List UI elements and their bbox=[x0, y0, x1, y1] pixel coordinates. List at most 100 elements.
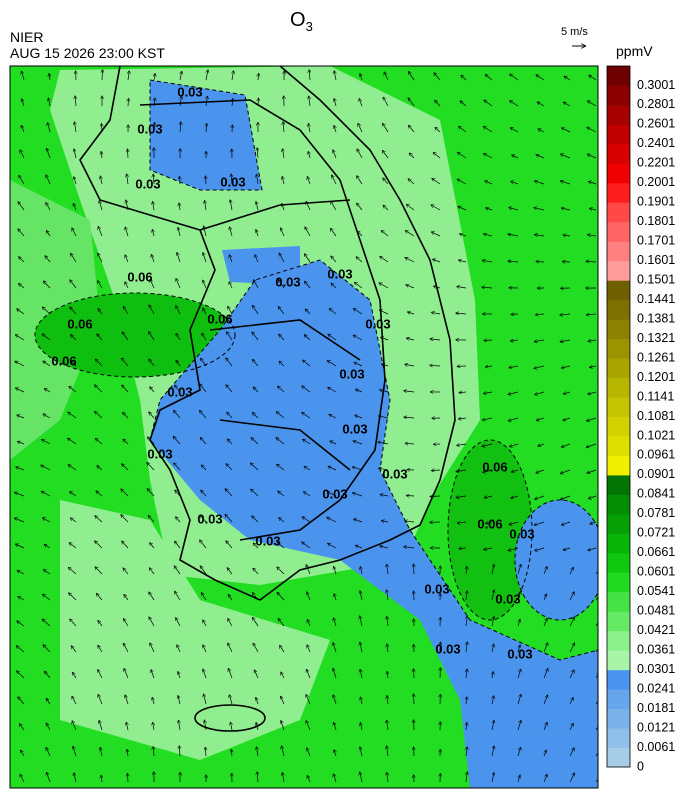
wind-arrow bbox=[178, 228, 180, 237]
wind-arrow bbox=[206, 124, 207, 133]
wind-arrow bbox=[461, 75, 467, 81]
wind-arrow bbox=[69, 593, 77, 601]
colorbar-swatch bbox=[607, 435, 630, 456]
wind-arrow bbox=[508, 547, 519, 550]
wind-arrow bbox=[383, 178, 389, 185]
wind-arrow bbox=[361, 697, 362, 705]
wind-arrow bbox=[564, 102, 571, 107]
colorbar-label: 0.2601 bbox=[637, 117, 675, 131]
wind-arrow bbox=[73, 204, 77, 211]
wind-arrow bbox=[16, 335, 25, 341]
title: O3 bbox=[290, 9, 313, 34]
wind-arrow bbox=[460, 234, 467, 236]
wind-arrow bbox=[201, 490, 207, 497]
colorbar-label: 0.1021 bbox=[637, 428, 675, 442]
wind-arrow bbox=[484, 100, 493, 107]
colorbar-frame bbox=[606, 65, 631, 768]
wind-arrow bbox=[590, 366, 597, 367]
wind-arrow bbox=[517, 669, 521, 679]
wind-arrow bbox=[409, 153, 415, 159]
wind-arrow bbox=[153, 202, 154, 211]
wind-arrow bbox=[148, 516, 155, 523]
wind-arrow bbox=[257, 772, 258, 783]
wind-arrow bbox=[174, 566, 181, 575]
title-main: O bbox=[290, 9, 306, 31]
low-ozone-zone bbox=[150, 260, 598, 788]
wind-arrow bbox=[254, 280, 259, 289]
contour-label: 0.06 bbox=[51, 353, 76, 368]
wind-arrow bbox=[331, 229, 337, 237]
wind-arrow bbox=[587, 314, 597, 315]
wind-arrow bbox=[380, 310, 389, 315]
wind-arrow bbox=[228, 307, 233, 315]
wind-arrow bbox=[180, 96, 181, 107]
colorbar-label: 0.0061 bbox=[637, 740, 675, 754]
colorbar-label: 0.2801 bbox=[637, 97, 675, 111]
wind-arrow bbox=[543, 775, 547, 783]
wind-arrow bbox=[308, 124, 310, 133]
wind-arrow bbox=[98, 646, 103, 653]
wind-arrow bbox=[379, 468, 389, 470]
wind-arrow bbox=[560, 314, 571, 315]
wind-arrow bbox=[509, 521, 519, 525]
wind-arrow bbox=[72, 228, 77, 237]
wind-arrow bbox=[330, 309, 337, 315]
wind-arrow bbox=[511, 495, 519, 498]
wind-arrow bbox=[466, 642, 467, 653]
wind-arrow bbox=[457, 444, 467, 445]
wind-arrow bbox=[48, 98, 50, 107]
wind-arrow bbox=[405, 364, 415, 366]
wind-arrow bbox=[356, 390, 363, 393]
wind-arrow bbox=[569, 617, 574, 627]
wind-arrow bbox=[42, 440, 51, 445]
wind-arrow bbox=[43, 645, 51, 653]
wind-arrow bbox=[46, 175, 51, 185]
contour-label: 0.03 bbox=[342, 421, 367, 436]
wind-arrow bbox=[491, 773, 494, 783]
wind-arrow bbox=[203, 620, 207, 627]
wind-arrow bbox=[302, 413, 311, 419]
wind-arrow bbox=[408, 179, 415, 185]
wind-arrow bbox=[176, 361, 181, 367]
wind-arrow bbox=[431, 205, 441, 211]
wind-arrow bbox=[74, 149, 77, 159]
wind-arrow bbox=[173, 437, 181, 445]
wind-arrow bbox=[44, 570, 51, 575]
wind-arrow bbox=[177, 645, 181, 653]
wind-arrow bbox=[457, 179, 467, 185]
wind-arrow bbox=[226, 385, 233, 393]
wind-arrow bbox=[22, 99, 25, 107]
colorbar-label: 0.1901 bbox=[637, 195, 675, 209]
wind-arrow bbox=[354, 362, 363, 367]
wind-arrow bbox=[128, 99, 129, 107]
wind-arrow bbox=[200, 384, 207, 393]
colorbar-swatch bbox=[607, 455, 630, 476]
wind-arrow bbox=[254, 670, 259, 679]
wind-arrow bbox=[355, 415, 363, 419]
wind-arrow bbox=[124, 619, 129, 627]
wind-arrow bbox=[253, 643, 259, 653]
wind-arrow bbox=[405, 258, 415, 263]
wind-arrow bbox=[564, 392, 571, 394]
colorbar-label: 0.0421 bbox=[637, 623, 675, 637]
wind-arrow bbox=[154, 98, 155, 107]
wind-arrow bbox=[150, 643, 155, 653]
wind-arrow bbox=[360, 616, 363, 627]
contour-label: 0.03 bbox=[137, 121, 162, 136]
wind-arrow bbox=[49, 74, 50, 81]
wind-arrow bbox=[306, 309, 311, 315]
wind-arrow bbox=[435, 101, 441, 107]
wind-arrow bbox=[355, 282, 363, 289]
wind-arrow bbox=[226, 541, 233, 549]
wind-arrow bbox=[543, 723, 547, 731]
wind-arrow bbox=[227, 332, 233, 341]
wind-arrow bbox=[379, 416, 389, 419]
wind-arrow bbox=[121, 515, 129, 523]
colorbar-swatch bbox=[607, 163, 630, 184]
wind-arrow bbox=[518, 619, 520, 627]
wind-arrow bbox=[587, 469, 597, 473]
wind-arrow bbox=[304, 466, 311, 471]
wind-arrow bbox=[22, 71, 25, 81]
wind-arrow bbox=[253, 568, 259, 575]
wind-arrow bbox=[457, 522, 467, 523]
